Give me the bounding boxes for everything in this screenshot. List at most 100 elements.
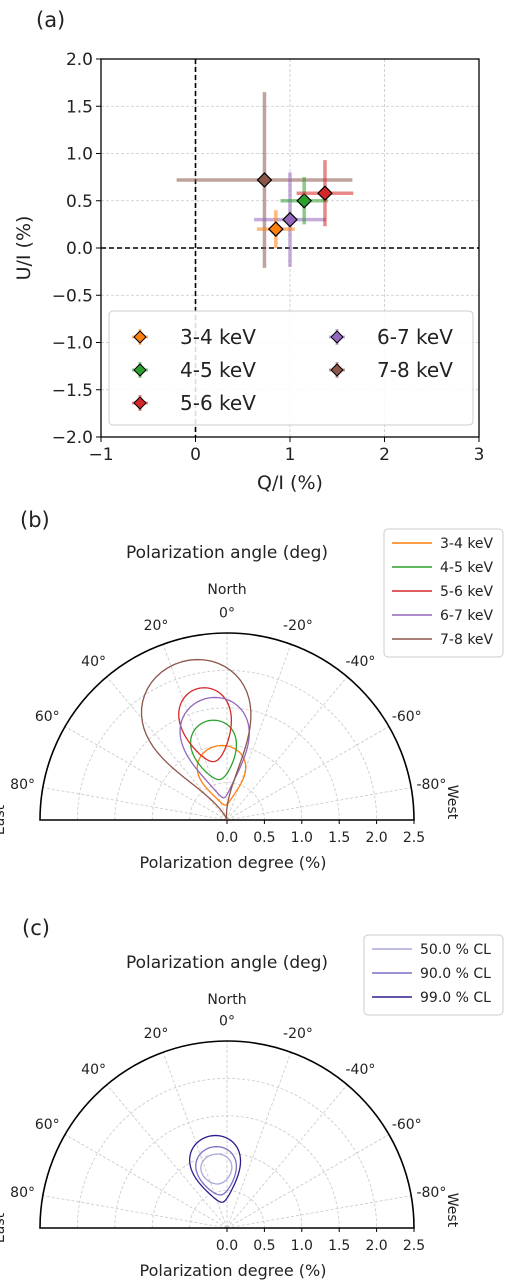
contour-line: [140, 658, 252, 821]
x-axis-label: Q/I (%): [257, 472, 323, 494]
r-tick-label: 0.0: [216, 1238, 238, 1254]
y-tick-label: −1.0: [52, 334, 93, 354]
y-tick-label: −0.5: [52, 286, 93, 306]
angle-tick-label: -80°: [416, 1185, 446, 1201]
angle-tick-label: 60°: [35, 709, 60, 725]
legend-label: 6-7 keV: [377, 325, 453, 349]
panel-a-scatter: −1 0 1 2 3 −2.0 −1.5 −1.0 −0.5 0.0 0.5 1.0 1.5 2.0 Q/I…: [13, 50, 484, 494]
data-point: [317, 185, 333, 202]
angle-tick-label: -40°: [345, 1062, 375, 1078]
angle-grid-line: [226, 1195, 412, 1229]
contour-line: [178, 687, 233, 763]
angle-grid-line: [226, 1084, 348, 1229]
data-point: [296, 192, 313, 209]
legend-label: 5-6 keV: [180, 391, 256, 415]
r-tick-label: 2.0: [365, 1238, 387, 1254]
radial-grid-arc: [77, 670, 377, 821]
contour-line: [196, 744, 247, 806]
angle-tick-label: 20°: [144, 1026, 169, 1042]
legend-label: 5-6 keV: [440, 584, 494, 600]
legend-label: 6-7 keV: [440, 608, 494, 624]
y-tick-label: 1.0: [66, 145, 93, 165]
angle-grid-line: [226, 644, 292, 821]
legend-box: [363, 934, 504, 1016]
r-tick-label: 2.0: [365, 830, 387, 846]
legend-label: 90.0 % CL: [420, 966, 491, 982]
angle-tick-label: 80°: [10, 777, 35, 793]
radial-grid-arc: [189, 1190, 265, 1229]
radial-grid-arc: [189, 782, 265, 821]
x-tick-label: 0: [190, 445, 201, 465]
polar-frame: [39, 1040, 415, 1229]
r-tick-label: 1.5: [328, 830, 350, 846]
angle-grid-line: [226, 1134, 390, 1229]
contour-line: [179, 696, 250, 799]
legend-label: 3-4 keV: [180, 325, 256, 349]
angle-grid-line: [64, 726, 228, 821]
radial-grid-arc: [77, 1078, 377, 1229]
x-tick-label: 3: [474, 445, 485, 465]
angle-tick-label: 0°: [219, 605, 235, 621]
angle-grid-line: [162, 1052, 228, 1229]
panel-a-label: (a): [36, 8, 65, 32]
r-tick-label: 1.5: [328, 1238, 350, 1254]
data-point: [267, 221, 284, 237]
legend-marker: [133, 330, 147, 344]
angle-tick-label: 80°: [10, 1185, 35, 1201]
y-axis-label: U/I (%): [13, 216, 35, 281]
data-point: [256, 172, 273, 188]
angle-grid-line: [226, 676, 348, 821]
angle-tick-label: 20°: [144, 618, 169, 634]
panel-c-label: (c): [22, 916, 50, 940]
angle-grid-line: [106, 1084, 228, 1229]
r-tick-label: 1.0: [291, 830, 313, 846]
panel-c-polar: 80° 60° 40° 20° 0° -20° -40° -60° -80° 0.0 0.5 1.0 1…: [0, 934, 504, 1280]
y-tick-label: 2.0: [66, 50, 93, 70]
contour-line: [200, 1153, 233, 1185]
y-tick-label: 0.5: [66, 192, 93, 212]
angle-tick-label: -60°: [392, 709, 422, 725]
legend-label: 4-5 keV: [440, 560, 494, 576]
angle-tick-label: -60°: [392, 1117, 422, 1133]
legend-marker: [133, 363, 147, 377]
legend-label: 7-8 keV: [377, 358, 453, 382]
west-label: West: [444, 785, 460, 820]
angle-grid-line: [226, 787, 412, 821]
y-tick-label: 1.5: [66, 97, 93, 117]
polar-title: Polarization angle (deg): [126, 543, 328, 563]
angle-tick-label: -80°: [416, 777, 446, 793]
panel-b-polar: 80° 60° 40° 20° 0° -20° -40° -60° -80° 0.0 0.5 1.0 1…: [0, 528, 504, 872]
legend-marker: [330, 330, 344, 344]
y-tick-label: −2.0: [52, 428, 93, 448]
data-point: [282, 211, 298, 228]
legend-label: 99.0 % CL: [420, 990, 491, 1006]
angle-grid-line: [42, 787, 228, 821]
angle-grid-line: [64, 1134, 228, 1229]
angle-tick-label: 40°: [81, 654, 106, 670]
legend-label: 7-8 keV: [440, 632, 494, 648]
polar-frame: [39, 632, 415, 821]
x-tick-label: 2: [379, 445, 390, 465]
contour-line: [189, 719, 238, 781]
contour-line: [195, 1145, 238, 1196]
north-label: North: [207, 582, 246, 598]
angle-tick-label: 40°: [81, 1062, 106, 1078]
north-label: North: [207, 992, 246, 1008]
r-tick-label: 1.0: [291, 1238, 313, 1254]
x-tick-label: 1: [285, 445, 296, 465]
legend-label: 4-5 keV: [180, 358, 256, 382]
angle-tick-label: -20°: [283, 618, 313, 634]
legend-marker: [330, 363, 344, 377]
r-tick-label: 0.5: [253, 830, 275, 846]
y-tick-label: −1.5: [52, 381, 93, 401]
r-tick-label: 2.5: [403, 1238, 425, 1254]
y-tick-label: 0.0: [66, 239, 93, 259]
angle-tick-label: -20°: [283, 1026, 313, 1042]
angle-tick-label: 60°: [35, 1117, 60, 1133]
angle-grid-line: [226, 1052, 292, 1229]
contour-line: [188, 1134, 242, 1203]
legend-label: 3-4 keV: [440, 536, 494, 552]
angle-grid-line: [42, 1195, 228, 1229]
legend-label: 50.0 % CL: [420, 942, 491, 958]
